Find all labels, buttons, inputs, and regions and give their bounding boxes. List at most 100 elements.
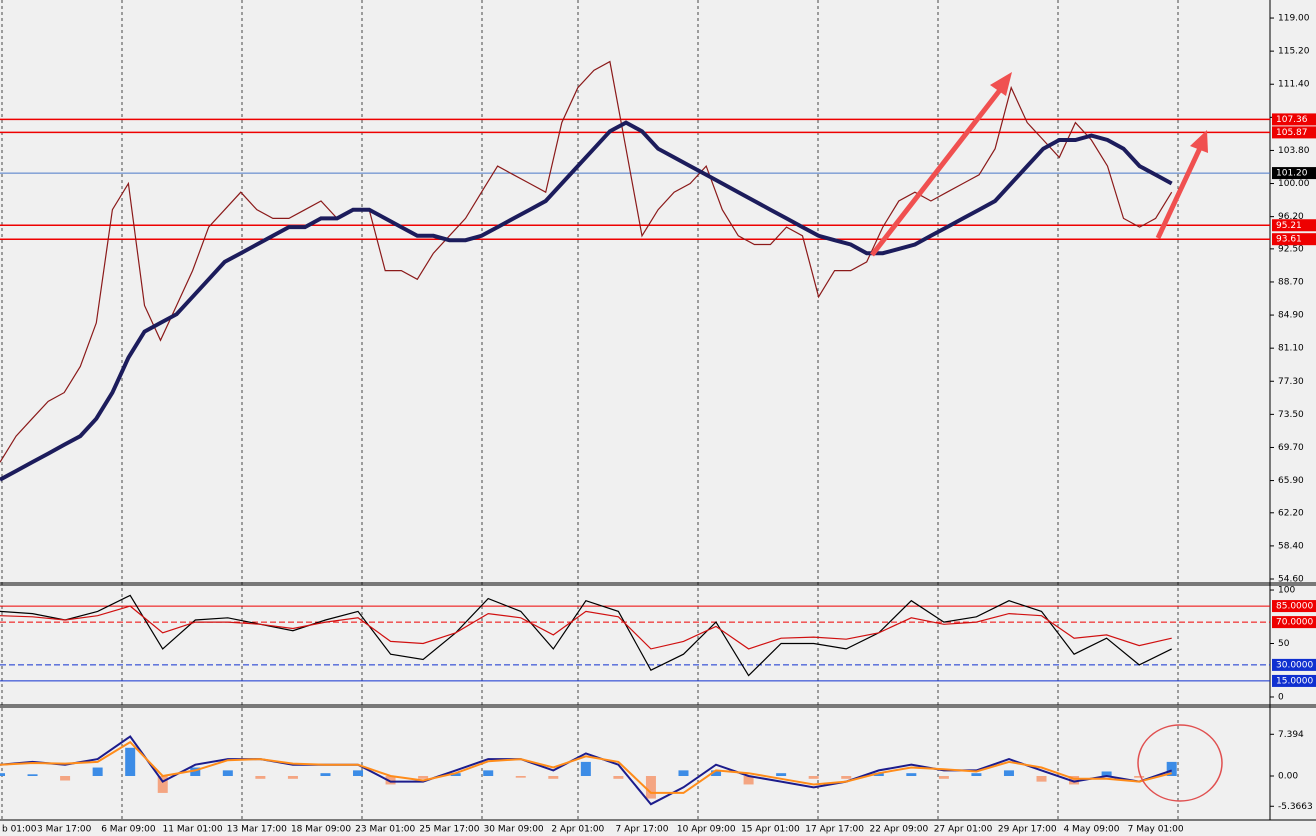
level-label: 95.21 [1276, 221, 1302, 231]
histogram-bar [1166, 761, 1177, 776]
x-tick-label: 11 Mar 01:00 [163, 825, 223, 835]
time-grid [1, 0, 1179, 820]
series-line [0, 120, 1173, 482]
trend-arrow [1155, 146, 1203, 240]
histogram-bar [287, 775, 298, 779]
trend-arrow [870, 88, 1002, 257]
histogram-bar [157, 775, 168, 793]
level-label-box [1272, 126, 1316, 139]
histogram-bar [190, 767, 201, 776]
y-tick-label: 0.00 [1278, 771, 1298, 781]
level-label-box [1272, 167, 1316, 180]
histogram-bar [906, 773, 917, 776]
histogram-bar [353, 770, 364, 776]
level-label: 85.0000 [1276, 602, 1313, 612]
arrow-head [1190, 130, 1208, 153]
level-label: 30.0000 [1276, 660, 1313, 670]
histogram-bar [711, 770, 722, 776]
level-label-box [1272, 233, 1316, 246]
x-tick-label: 18 Mar 09:00 [291, 825, 351, 835]
y-tick-label: 115.20 [1278, 47, 1310, 57]
level-label: 101.20 [1276, 169, 1308, 179]
x-tick-label: 17 Apr 17:00 [805, 825, 864, 835]
series-line [0, 735, 1173, 806]
histogram-bar [27, 774, 38, 776]
histogram-bar [1134, 775, 1145, 778]
histogram-bar [1101, 771, 1112, 776]
histogram-bar [613, 775, 624, 779]
histogram-bar [1036, 775, 1047, 782]
histogram-bar [776, 773, 787, 776]
y-tick-label: 54.60 [1278, 574, 1304, 584]
y-tick-label: 73.50 [1278, 410, 1304, 420]
histogram-bar [255, 775, 266, 779]
level-label-box [1272, 616, 1316, 629]
histogram-bar [841, 775, 852, 779]
y-tick-label: 119.00 [1278, 14, 1310, 24]
x-tick-label: 7 May 01:00 [1128, 825, 1184, 835]
x-tick-label: 27 Apr 01:00 [934, 825, 993, 835]
x-tick-label: 10 Apr 09:00 [677, 825, 736, 835]
y-tick-label: -5.3663 [1278, 802, 1313, 812]
histogram-bar [743, 775, 754, 785]
x-tick-label: 13 Mar 17:00 [227, 825, 287, 835]
y-tick-label: 58.40 [1278, 541, 1304, 551]
x-tick-label: 15 Apr 01:00 [741, 825, 800, 835]
y-tick-label: 96.20 [1278, 212, 1304, 222]
histogram-bar [645, 775, 656, 799]
histogram-bar [938, 775, 949, 779]
y-tick-label: 88.70 [1278, 277, 1304, 287]
y-tick-label: 7.394 [1278, 730, 1304, 740]
y-tick-label: 69.70 [1278, 443, 1304, 453]
y-tick-label: 111.40 [1278, 80, 1310, 90]
histogram-bar [580, 761, 591, 776]
level-label-box [1272, 113, 1316, 126]
level-label: 70.0000 [1276, 618, 1313, 628]
level-label: 107.36 [1276, 115, 1308, 125]
histogram-bar [483, 770, 494, 776]
y-tick-label: 103.80 [1278, 146, 1310, 156]
y-tick-label: 50 [1278, 639, 1290, 649]
level-label-box [1272, 674, 1316, 687]
x-tick-label: 6 Mar 09:00 [101, 825, 156, 835]
x-tick-label: 3 Mar 17:00 [37, 825, 92, 835]
level-label: 105.87 [1276, 128, 1308, 138]
histogram-bar [1069, 775, 1080, 785]
histogram-bar [0, 773, 5, 776]
x-tick-label: b 01:00 [2, 825, 37, 835]
y-tick-label: 65.90 [1278, 476, 1304, 486]
series-line [0, 605, 1172, 650]
histogram-bar [548, 775, 559, 779]
series-line [0, 740, 1172, 794]
y-tick-label: 81.10 [1278, 344, 1304, 354]
y-tick-label: 0 [1278, 692, 1284, 702]
y-tick-label: 84.90 [1278, 311, 1304, 321]
highlight-circle [1137, 724, 1223, 802]
histogram-bar [125, 747, 136, 776]
series-line [0, 60, 1173, 463]
x-tick-label: 7 Apr 17:00 [616, 825, 669, 835]
histogram-bar [450, 773, 461, 776]
y-tick-label: 92.50 [1278, 244, 1304, 254]
histogram-bar [222, 770, 233, 776]
x-tick-label: 25 Mar 17:00 [419, 825, 479, 835]
histogram-bar [385, 775, 396, 785]
y-tick-label: 62.20 [1278, 508, 1304, 518]
series-line [0, 594, 1172, 677]
arrow-head [990, 72, 1012, 96]
histogram-bar [320, 773, 331, 776]
level-label-box [1272, 658, 1316, 671]
x-tick-label: 29 Apr 17:00 [998, 825, 1057, 835]
x-tick-label: 2 Apr 01:00 [551, 825, 604, 835]
level-label-box [1272, 219, 1316, 232]
histogram-bar [60, 775, 71, 781]
y-tick-label: 100.00 [1278, 179, 1310, 189]
histogram-bar [808, 775, 819, 779]
histogram-bar [92, 767, 103, 776]
x-tick-label: 22 Apr 09:00 [869, 825, 928, 835]
level-label: 15.0000 [1276, 676, 1313, 686]
level-label-box [1272, 600, 1316, 613]
x-tick-label: 4 May 09:00 [1063, 825, 1119, 835]
